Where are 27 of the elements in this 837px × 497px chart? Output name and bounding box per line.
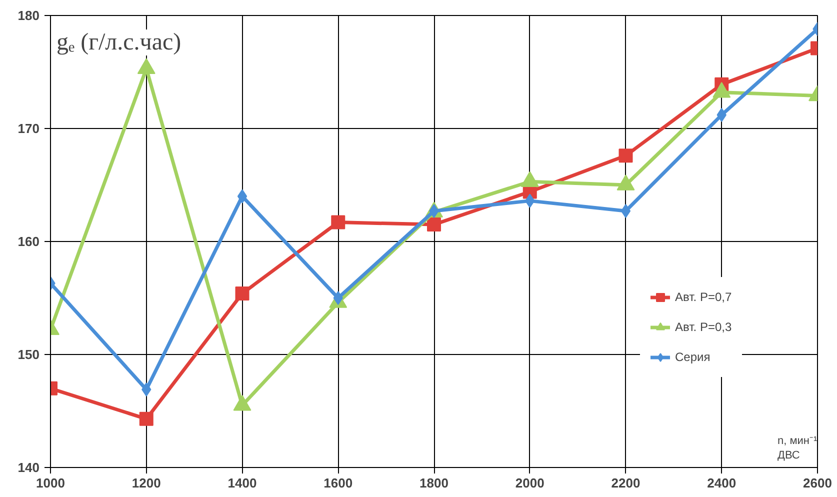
point bbox=[139, 412, 154, 426]
annotation: n, мин⁻¹ ДВС bbox=[778, 435, 818, 462]
point bbox=[620, 204, 631, 218]
x-tick-label: 2600 bbox=[803, 476, 832, 490]
y-tick-label: 150 bbox=[18, 347, 40, 362]
x-tick-label: 1600 bbox=[324, 476, 353, 490]
legend-label: Серия bbox=[675, 350, 710, 364]
y-tick-label: 170 bbox=[18, 121, 40, 136]
point bbox=[618, 148, 633, 163]
x-tick-label: 1400 bbox=[228, 476, 257, 490]
x-tick-label: 1000 bbox=[36, 476, 65, 490]
point bbox=[333, 291, 343, 305]
point bbox=[427, 218, 441, 232]
x-tick-label: 2000 bbox=[515, 476, 544, 490]
text: gₑ (г/л.с.час) bbox=[56, 30, 182, 56]
legend-label: Авт. P=0,7 bbox=[675, 290, 732, 304]
y-tick-label: 160 bbox=[18, 234, 40, 249]
y-tick-label: 140 bbox=[18, 460, 40, 475]
x-tick-label: 1800 bbox=[420, 476, 448, 490]
point bbox=[237, 189, 248, 204]
x-tick-label: 2200 bbox=[611, 476, 640, 490]
point bbox=[235, 286, 250, 300]
y-tick-label: 180 bbox=[18, 8, 40, 23]
x-tick-label: 2400 bbox=[707, 476, 736, 490]
x-tick-label: 1200 bbox=[132, 476, 161, 490]
point bbox=[331, 215, 346, 230]
legend-label: Авт. P=0,3 bbox=[675, 320, 732, 334]
